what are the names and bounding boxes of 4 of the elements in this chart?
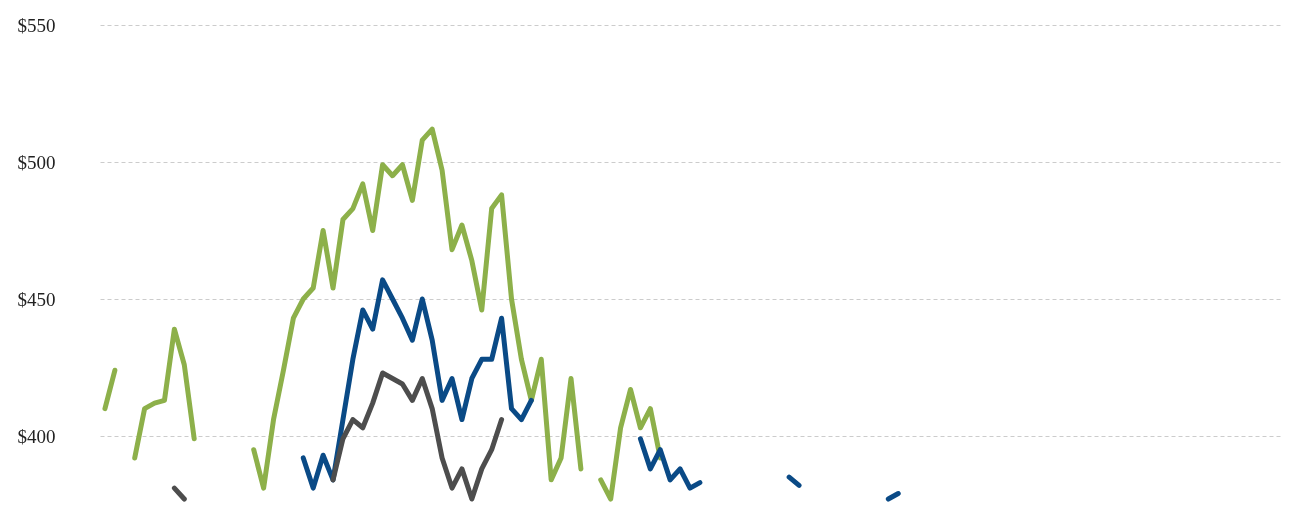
- y-tick-label: $550: [17, 14, 56, 36]
- y-tick-label: $400: [17, 425, 56, 447]
- y-tick-label: $450: [17, 288, 56, 310]
- y-tick-label: $500: [17, 151, 56, 173]
